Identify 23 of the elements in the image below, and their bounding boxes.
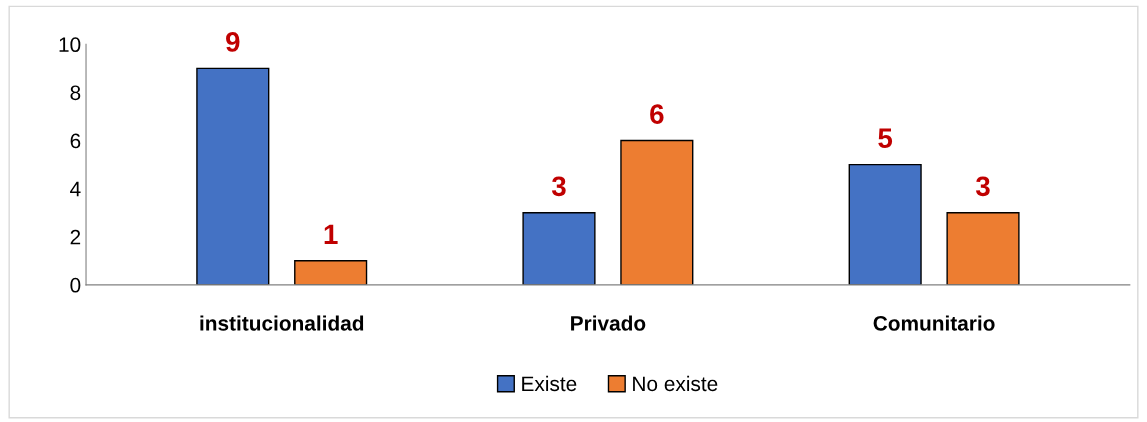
data-label: 3 <box>551 176 566 197</box>
y-tick-label: 2 <box>70 229 81 245</box>
y-tick-label: 4 <box>70 181 81 197</box>
y-tick-label: 10 <box>59 37 81 53</box>
bar <box>620 139 694 285</box>
x-tick-label: institucionalidad <box>200 315 364 331</box>
x-tick-label: Privado <box>571 315 646 331</box>
bar <box>294 260 368 285</box>
bar <box>946 211 1020 285</box>
y-tick-label: 8 <box>70 85 81 101</box>
bar <box>848 163 922 285</box>
legend-label: No existe <box>633 375 718 392</box>
data-label: 3 <box>975 176 990 197</box>
bar <box>196 67 270 285</box>
x-tick-label: Comunitario <box>873 315 995 331</box>
legend-label: Existe <box>522 375 577 392</box>
data-label: 1 <box>324 224 338 244</box>
data-label: 6 <box>650 104 664 124</box>
data-label: 9 <box>226 32 240 52</box>
bar <box>522 211 596 285</box>
y-tick-label: 0 <box>70 277 81 293</box>
data-label: 5 <box>878 128 893 148</box>
y-tick-label: 6 <box>70 133 81 149</box>
